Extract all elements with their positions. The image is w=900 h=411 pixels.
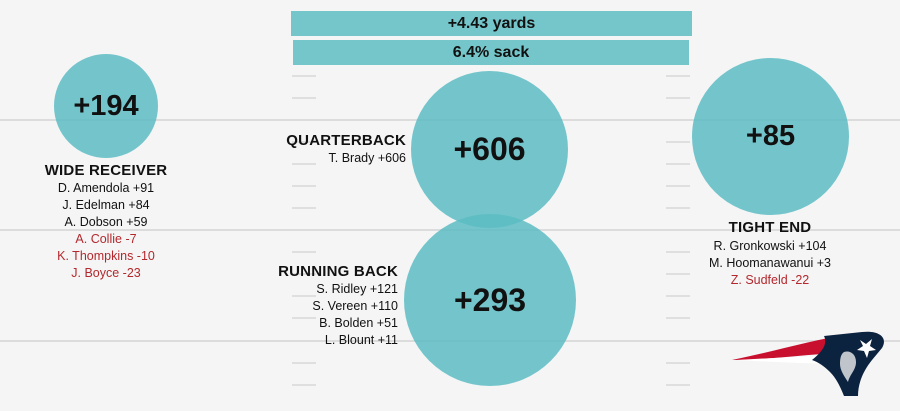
wide-receiver-title: WIDE RECEIVER bbox=[44, 162, 168, 179]
player-line: Z. Sudfeld -22 bbox=[730, 273, 810, 287]
tight-end-title: TIGHT END bbox=[728, 219, 812, 236]
quarterback-value: +606 bbox=[453, 131, 526, 167]
wide-receiver-value: +194 bbox=[73, 89, 139, 122]
patriots-logo-icon bbox=[732, 331, 884, 396]
yards-label: +4.43 yards bbox=[447, 14, 536, 32]
yards-bar: +4.43 yards bbox=[291, 11, 692, 36]
running-back-value: +293 bbox=[453, 281, 527, 318]
player-line: D. Amendola +91 bbox=[57, 181, 155, 195]
quarterback-players: T. Brady +606 bbox=[250, 150, 406, 167]
player-line: L. Blount +11 bbox=[324, 333, 398, 347]
tight-end-circle: +85 bbox=[692, 58, 849, 215]
sack-label: 6.4% sack bbox=[452, 43, 530, 61]
sack-bar: 6.4% sack bbox=[293, 40, 689, 65]
player-line: R. Gronkowski +104 bbox=[713, 239, 827, 253]
tight-end-value: +85 bbox=[745, 120, 796, 152]
player-line: B. Bolden +51 bbox=[319, 316, 398, 330]
player-line: S. Ridley +121 bbox=[316, 282, 398, 296]
player-line: A. Collie -7 bbox=[75, 232, 137, 246]
player-line: S. Vereen +110 bbox=[312, 299, 398, 313]
quarterback-title: QUARTERBACK bbox=[286, 132, 406, 149]
player-line: J. Edelman +84 bbox=[62, 198, 150, 212]
tight-end-players: R. Gronkowski +104 M. Hoomanawanui +3 Z. S… bbox=[690, 238, 850, 289]
running-back-title: RUNNING BACK bbox=[278, 263, 398, 280]
wide-receiver-circle: +194 bbox=[54, 54, 158, 158]
player-line: A. Dobson +59 bbox=[64, 215, 148, 229]
running-back-circle: +293 bbox=[404, 214, 576, 386]
wide-receiver-players: D. Amendola +91 J. Edelman +84 A. Dobson +… bbox=[26, 180, 186, 282]
player-line: M. Hoomanawanui +3 bbox=[709, 256, 831, 270]
running-back-players: S. Ridley +121 S. Vereen +110 B. Bolden +5… bbox=[250, 281, 398, 349]
player-line: K. Thompkins -10 bbox=[57, 249, 155, 263]
quarterback-circle: +606 bbox=[411, 71, 568, 228]
player-line: T. Brady +606 bbox=[328, 151, 406, 165]
player-line: J. Boyce -23 bbox=[71, 266, 141, 280]
